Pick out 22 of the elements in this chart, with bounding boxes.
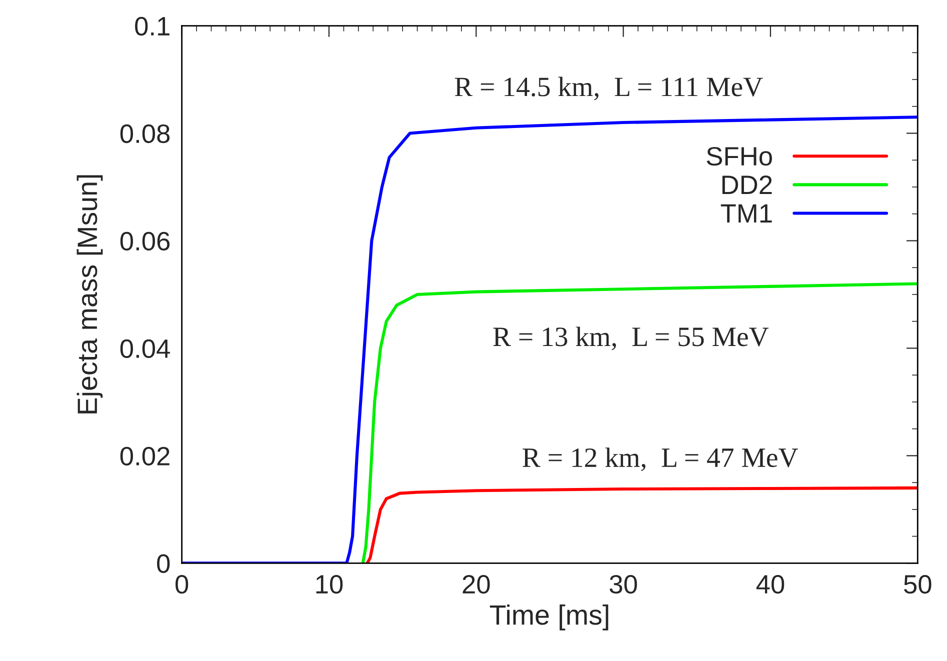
x-tick-label: 30 bbox=[610, 574, 637, 594]
line-series bbox=[366, 486, 918, 564]
x-tick-label: 50 bbox=[904, 574, 932, 594]
x-tick-label: 20 bbox=[462, 574, 490, 594]
y-axis-title: Ejecta mass [Msun] bbox=[76, 175, 103, 414]
x-tick-label: 10 bbox=[316, 574, 343, 594]
annotation: R = 13 km, L = 55 MeV bbox=[493, 326, 769, 350]
line-series bbox=[361, 282, 918, 564]
y-tick-label: 0.02 bbox=[120, 446, 170, 466]
x-tick-label: 40 bbox=[756, 574, 784, 594]
y-tick-label: 0 bbox=[157, 554, 170, 573]
y-tick-label: 0.08 bbox=[120, 124, 170, 144]
x-tick-label: 0 bbox=[176, 574, 188, 594]
y-tick-label: 0.06 bbox=[120, 232, 170, 251]
legend-label: SFHo bbox=[706, 146, 772, 166]
y-tick-label: 0.1 bbox=[135, 16, 170, 36]
legend-label: TM1 bbox=[720, 204, 772, 222]
annotation: R = 14.5 km, L = 111 MeV bbox=[454, 76, 763, 100]
y-tick-label: 0.04 bbox=[120, 339, 170, 358]
legend-label: DD2 bbox=[722, 176, 772, 194]
annotation: R = 12 km, L = 47 MeV bbox=[522, 448, 798, 472]
x-axis-title: Time [ms] bbox=[490, 604, 608, 630]
